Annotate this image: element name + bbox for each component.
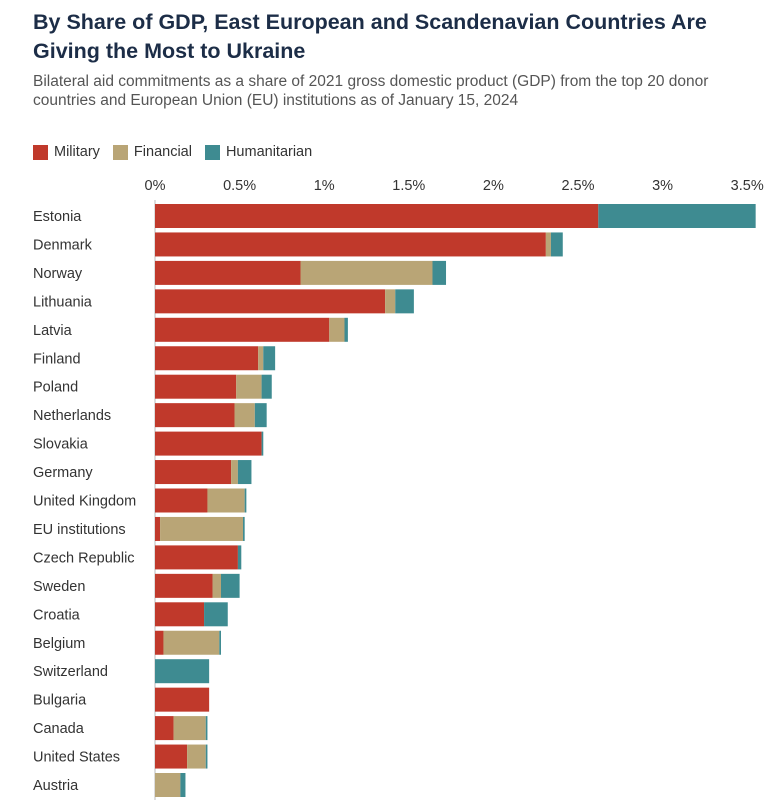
- bar-segment-humanitarian: [261, 431, 264, 456]
- bar-segment-military: [155, 630, 164, 655]
- bar-segment-military: [155, 545, 238, 570]
- bar-segment-military: [155, 460, 232, 485]
- bar-segment-humanitarian: [432, 260, 447, 285]
- bar-segment-military: [155, 744, 188, 769]
- category-label: Bulgaria: [33, 693, 87, 709]
- x-tick-label: 3%: [652, 178, 673, 194]
- category-label: Poland: [33, 380, 78, 396]
- bar-segment-military: [155, 374, 237, 399]
- bar-segment-financial: [385, 289, 396, 314]
- bar-segment-humanitarian: [244, 488, 247, 513]
- bar-segment-military: [155, 260, 301, 285]
- bar-segment-military: [155, 317, 330, 342]
- category-label: United Kingdom: [33, 494, 136, 510]
- bar-segment-humanitarian: [395, 289, 414, 314]
- bar-segment-military: [155, 431, 262, 456]
- category-label: Denmark: [33, 237, 93, 253]
- x-tick-label: 1%: [314, 178, 335, 194]
- x-tick-label: 0%: [145, 178, 166, 194]
- bar-segment-financial: [231, 460, 238, 485]
- bar-segment-military: [155, 346, 259, 371]
- category-label: Croatia: [33, 607, 81, 623]
- bar-segment-financial: [187, 744, 206, 769]
- legend-label-financial: Financial: [133, 144, 192, 160]
- bar-segment-humanitarian: [242, 516, 245, 541]
- bar-segment-humanitarian: [263, 346, 276, 371]
- x-tick-label: 0.5%: [223, 178, 256, 194]
- bar-segment-financial: [155, 773, 181, 797]
- bar-segment-financial: [163, 630, 220, 655]
- category-label: Germany: [33, 465, 93, 481]
- bar-segment-financial: [329, 317, 345, 342]
- bar-segment-military: [155, 573, 213, 598]
- category-label: Austria: [33, 778, 79, 794]
- category-label: Latvia: [33, 323, 73, 339]
- legend-item-financial: Financial: [112, 144, 192, 160]
- bar-segment-military: [155, 204, 599, 228]
- bar-segment-humanitarian: [180, 773, 186, 797]
- bar-segment-financial: [173, 716, 206, 741]
- bar-segment-financial: [234, 403, 255, 428]
- category-label: Canada: [33, 721, 85, 737]
- bar-segment-financial: [236, 374, 262, 399]
- bar-segment-humanitarian: [344, 317, 348, 342]
- category-label: Estonia: [33, 209, 82, 225]
- x-tick-label: 3.5%: [731, 178, 764, 194]
- category-label: Netherlands: [33, 408, 111, 424]
- bar-segment-humanitarian: [220, 573, 240, 598]
- category-label: Lithuania: [33, 294, 93, 310]
- bar-segment-humanitarian: [205, 716, 208, 741]
- bar-segment-humanitarian: [254, 403, 267, 428]
- bar-segment-military: [155, 403, 235, 428]
- legend-swatch-military: [33, 144, 48, 160]
- bar-segment-financial: [258, 346, 264, 371]
- bar-segment-military: [155, 602, 205, 627]
- legend-label-military: Military: [54, 144, 100, 160]
- bar-segment-financial: [207, 488, 245, 513]
- category-label: Finland: [33, 351, 81, 367]
- chart-title: By Share of GDP, East European and Scand…: [33, 10, 707, 63]
- bar-segment-financial: [545, 232, 551, 257]
- legend-item-military: Military: [33, 144, 100, 160]
- chart-subtitle: Bilateral aid commitments as a share of …: [33, 73, 709, 109]
- bar-segment-humanitarian: [237, 460, 252, 485]
- legend: Military Financial Humanitarian: [33, 144, 325, 160]
- legend-swatch-humanitarian: [204, 144, 220, 160]
- legend-item-humanitarian: Humanitarian: [204, 144, 313, 160]
- legend-label-humanitarian: Humanitarian: [225, 144, 313, 160]
- bar-segment-military: [155, 516, 161, 541]
- category-label: Norway: [33, 266, 83, 282]
- category-label: Czech Republic: [33, 550, 135, 566]
- bar-segment-military: [155, 289, 386, 314]
- bar-segment-humanitarian: [219, 630, 221, 655]
- category-label: EU institutions: [33, 522, 126, 538]
- category-label: Slovakia: [33, 437, 89, 453]
- bar-segment-humanitarian: [261, 374, 272, 399]
- bar-segment-humanitarian: [205, 744, 208, 769]
- bar-segment-humanitarian: [204, 602, 228, 627]
- bar-segment-financial: [212, 573, 221, 598]
- bar-segment-humanitarian: [550, 232, 563, 257]
- category-label: Switzerland: [33, 664, 108, 680]
- legend-swatch-financial: [112, 144, 128, 160]
- bar-segment-financial: [300, 260, 433, 285]
- bar-segment-military: [155, 488, 208, 513]
- bar-segment-military: [155, 716, 174, 741]
- category-label: Sweden: [33, 579, 85, 595]
- bar-segment-military: [155, 232, 546, 257]
- bar-segment-humanitarian: [237, 545, 242, 570]
- x-tick-label: 2%: [483, 178, 504, 194]
- x-tick-label: 2.5%: [561, 178, 594, 194]
- bar-segment-military: [155, 687, 210, 712]
- bar-segment-financial: [160, 516, 243, 541]
- category-label: United States: [33, 750, 120, 766]
- bar-segment-humanitarian: [155, 659, 210, 684]
- bar-segment-humanitarian: [598, 204, 756, 228]
- category-label: Belgium: [33, 636, 85, 652]
- x-tick-label: 1.5%: [392, 178, 425, 194]
